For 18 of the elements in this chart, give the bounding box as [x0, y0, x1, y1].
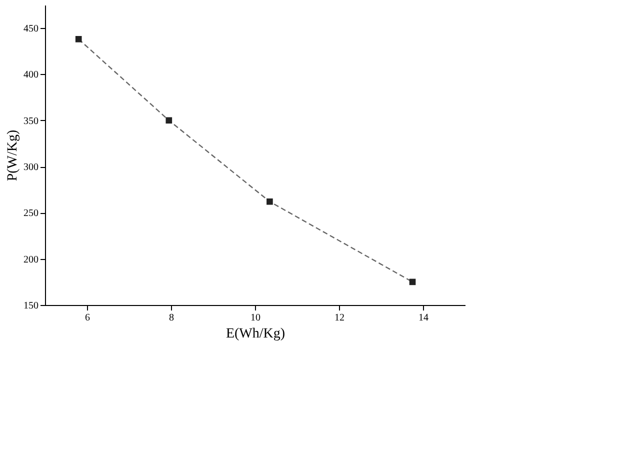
point — [266, 198, 273, 205]
x-tick-label: 14 — [418, 312, 428, 324]
y-tick-label: 450 — [24, 24, 38, 35]
y-tick-label: 150 — [24, 300, 38, 312]
x-tick-label: 6 — [85, 312, 90, 324]
y-tick-label: 350 — [24, 116, 38, 127]
x-tick-label: 10 — [250, 312, 260, 324]
x-tick-label: 12 — [334, 312, 344, 324]
y-axis-title: P(W/Kg) — [6, 130, 20, 182]
point — [75, 36, 82, 42]
x-axis-title: E(Wh/Kg) — [226, 326, 286, 342]
point — [409, 278, 416, 286]
y-tick-label: 200 — [24, 254, 38, 266]
x-tick-label: 8 — [169, 312, 174, 324]
point — [166, 117, 172, 124]
y-tick-label: 400 — [24, 70, 38, 81]
y-tick-label: 250 — [24, 208, 38, 220]
y-tick-label: 300 — [24, 162, 38, 174]
